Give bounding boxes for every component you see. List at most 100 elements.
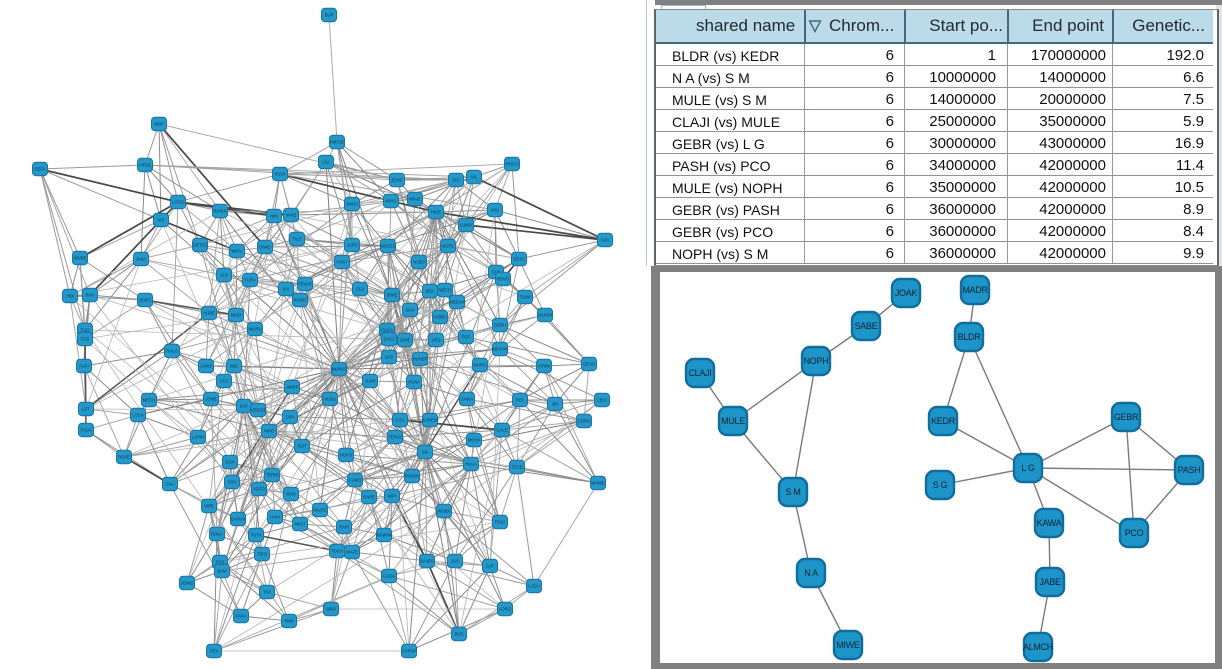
svg-text:GAT: GAT bbox=[486, 564, 495, 569]
svg-text:GEBU: GEBU bbox=[494, 323, 506, 328]
svg-text:TEPUJ: TEPUJ bbox=[388, 435, 401, 440]
svg-text:MUNUJ: MUNUJ bbox=[332, 367, 347, 372]
svg-text:REC: REC bbox=[516, 398, 525, 403]
svg-text:FAKA: FAKA bbox=[236, 614, 247, 619]
svg-text:BLDR: BLDR bbox=[958, 332, 982, 342]
svg-text:NOPH: NOPH bbox=[804, 356, 829, 366]
svg-text:VEDUD: VEDUD bbox=[251, 408, 266, 413]
svg-text:BAJES: BAJES bbox=[420, 559, 433, 564]
svg-text:PASH: PASH bbox=[1178, 465, 1201, 475]
svg-text:JEWE: JEWE bbox=[391, 178, 403, 183]
svg-text:PCO: PCO bbox=[1125, 528, 1144, 538]
svg-text:VAD: VAD bbox=[601, 238, 609, 243]
svg-text:FOT: FOT bbox=[462, 335, 471, 340]
svg-text:HAVI: HAVI bbox=[337, 260, 346, 265]
svg-text:TIFO: TIFO bbox=[257, 552, 267, 557]
svg-text:RALO: RALO bbox=[166, 349, 178, 354]
svg-text:FIPOL: FIPOL bbox=[139, 163, 152, 168]
svg-text:BAF: BAF bbox=[240, 404, 249, 409]
svg-text:VUVA: VUVA bbox=[274, 172, 285, 177]
svg-text:TUTA: TUTA bbox=[251, 533, 262, 538]
svg-text:LORO: LORO bbox=[499, 607, 512, 612]
svg-text:WAWE: WAWE bbox=[591, 481, 604, 486]
svg-text:FOS: FOS bbox=[216, 560, 225, 565]
svg-text:FUFI: FUFI bbox=[79, 364, 88, 369]
svg-text:DIWO: DIWO bbox=[259, 245, 271, 250]
svg-text:HUBE: HUBE bbox=[203, 311, 215, 316]
svg-text:HUNA: HUNA bbox=[408, 380, 420, 385]
svg-text:TILO: TILO bbox=[292, 237, 302, 242]
svg-text:NURO: NURO bbox=[474, 363, 487, 368]
svg-text:WEVAW: WEVAW bbox=[492, 347, 508, 352]
svg-text:SUV: SUV bbox=[385, 355, 394, 360]
svg-text:GEFA: GEFA bbox=[34, 167, 45, 172]
svg-text:JAKA: JAKA bbox=[136, 257, 147, 262]
svg-text:MOCEG: MOCEG bbox=[380, 244, 396, 249]
svg-text:MEDAM: MEDAM bbox=[449, 300, 465, 305]
svg-text:VAKE: VAKE bbox=[286, 213, 297, 218]
svg-text:MECU: MECU bbox=[143, 398, 155, 403]
svg-text:WICU: WICU bbox=[231, 249, 242, 254]
svg-text:LILI: LILI bbox=[323, 160, 330, 165]
svg-text:MISO: MISO bbox=[231, 313, 242, 318]
svg-text:HOBE: HOBE bbox=[434, 315, 446, 320]
svg-text:WOF: WOF bbox=[154, 122, 164, 127]
svg-text:LUMO: LUMO bbox=[460, 223, 473, 228]
svg-text:SALU: SALU bbox=[384, 337, 395, 342]
svg-text:PIWI: PIWI bbox=[284, 619, 293, 624]
svg-text:CAPUF: CAPUF bbox=[402, 649, 417, 654]
svg-text:RIG: RIG bbox=[452, 178, 459, 183]
svg-text:JONE: JONE bbox=[205, 397, 216, 402]
svg-text:JUFO: JUFO bbox=[347, 243, 359, 248]
svg-text:HIDI: HIDI bbox=[66, 294, 74, 299]
svg-text:WUFO: WUFO bbox=[314, 508, 328, 513]
svg-text:WURU: WURU bbox=[248, 327, 261, 332]
svg-text:JIKUV: JIKUV bbox=[346, 202, 358, 207]
svg-text:MIFOD: MIFOD bbox=[330, 140, 344, 145]
svg-text:NABO: NABO bbox=[413, 260, 426, 265]
svg-text:TERIB: TERIB bbox=[266, 473, 279, 478]
svg-text:BUP: BUP bbox=[325, 13, 334, 18]
svg-text:JUS: JUS bbox=[451, 559, 459, 564]
svg-text:WUK: WUK bbox=[286, 492, 296, 497]
svg-text:LOCA: LOCA bbox=[132, 413, 144, 418]
svg-text:BIWE: BIWE bbox=[387, 293, 398, 298]
svg-text:SIBO: SIBO bbox=[326, 607, 337, 612]
svg-text:SABE: SABE bbox=[855, 321, 878, 331]
svg-text:VIP: VIP bbox=[158, 218, 165, 223]
svg-text:VIL: VIL bbox=[471, 175, 478, 180]
svg-text:JIH: JIH bbox=[552, 402, 558, 407]
svg-text:CORO: CORO bbox=[578, 419, 591, 424]
svg-text:MAWIW: MAWIW bbox=[376, 533, 391, 538]
svg-text:ROKA: ROKA bbox=[211, 532, 223, 537]
svg-text:CEV: CEV bbox=[210, 649, 219, 654]
svg-text:KEDR: KEDR bbox=[931, 416, 956, 426]
svg-text:LECI: LECI bbox=[597, 398, 606, 403]
svg-text:JEKEL: JEKEL bbox=[139, 298, 152, 303]
svg-text:MAVE: MAVE bbox=[409, 197, 421, 202]
svg-text:JEHO: JEHO bbox=[513, 257, 525, 262]
svg-text:GEBR: GEBR bbox=[1114, 412, 1139, 422]
svg-text:ROVO: ROVO bbox=[497, 277, 510, 282]
svg-text:CUJ: CUJ bbox=[356, 287, 364, 292]
svg-text:CLAJI: CLAJI bbox=[688, 368, 711, 378]
svg-text:PANUK: PANUK bbox=[405, 474, 419, 479]
svg-text:LAPIH: LAPIH bbox=[192, 435, 204, 440]
svg-text:RAPE: RAPE bbox=[363, 495, 375, 500]
svg-text:NOTE: NOTE bbox=[442, 244, 454, 249]
svg-text:CAS: CAS bbox=[81, 337, 90, 342]
svg-text:VUSU: VUSU bbox=[324, 397, 336, 402]
svg-text:CALE: CALE bbox=[497, 428, 508, 433]
svg-text:KISI: KISI bbox=[491, 208, 499, 213]
svg-text:MULE: MULE bbox=[721, 416, 745, 426]
svg-text:JIFO: JIFO bbox=[431, 338, 441, 343]
svg-text:MIWE: MIWE bbox=[836, 640, 860, 650]
svg-text:HULA: HULA bbox=[465, 462, 476, 467]
svg-text:BUD: BUD bbox=[455, 632, 464, 637]
svg-text:FACA: FACA bbox=[81, 428, 92, 433]
svg-text:TOCIJ: TOCIJ bbox=[331, 549, 343, 554]
svg-text:WOBA: WOBA bbox=[438, 509, 451, 514]
svg-text:WUBE: WUBE bbox=[74, 256, 87, 261]
svg-text:WIHU: WIHU bbox=[385, 199, 396, 204]
svg-text:TIVI: TIVI bbox=[263, 590, 271, 595]
